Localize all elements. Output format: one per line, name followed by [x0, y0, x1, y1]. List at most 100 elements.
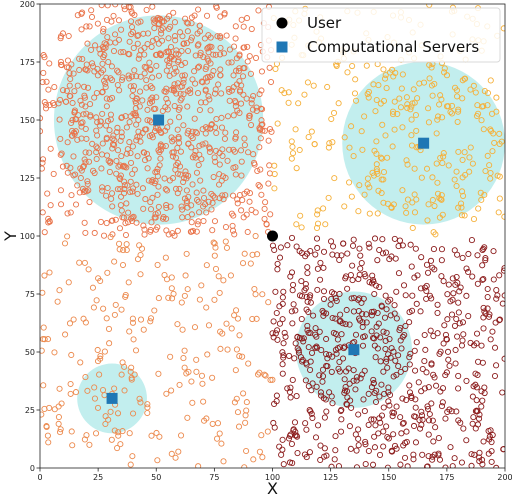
user-point [238, 207, 245, 214]
user-point [326, 140, 333, 147]
user-point [286, 459, 294, 466]
user-point [247, 260, 254, 267]
user-point [84, 84, 92, 91]
user-point [486, 162, 493, 169]
user-point [496, 195, 503, 202]
user-point [63, 162, 70, 169]
user-point [460, 425, 467, 432]
user-point [137, 73, 144, 80]
user-point [179, 326, 186, 333]
user-point [154, 173, 161, 180]
user-point [127, 461, 134, 468]
user-point [259, 454, 266, 461]
user-point [194, 90, 202, 97]
user-point [216, 289, 223, 296]
user-point [202, 87, 209, 94]
user-point [222, 238, 229, 245]
user-point [236, 192, 243, 199]
user-point [201, 35, 208, 42]
user-point [273, 309, 280, 317]
user-point [443, 336, 450, 343]
user-point [240, 390, 247, 397]
user-point [215, 273, 222, 280]
user-point [258, 432, 265, 439]
user-point [395, 270, 403, 277]
user-point [317, 259, 324, 266]
user-point [193, 196, 201, 204]
user-point [123, 246, 130, 254]
user-point [45, 86, 52, 93]
user-point [336, 290, 343, 298]
x-tick-label: 75 [209, 473, 219, 482]
user-point [439, 399, 446, 406]
user-point [429, 174, 436, 181]
user-point [398, 85, 405, 92]
user-point [179, 72, 186, 79]
user-point [374, 170, 381, 177]
user-point [129, 319, 137, 326]
user-point [205, 32, 212, 39]
user-point [235, 68, 242, 75]
user-point [54, 298, 61, 305]
user-point [344, 401, 351, 408]
user-point [269, 242, 276, 249]
user-point [107, 234, 114, 241]
user-point [224, 346, 231, 353]
user-point [126, 328, 133, 335]
user-point [466, 168, 473, 175]
user-point [102, 80, 109, 87]
user-point [71, 109, 78, 116]
user-point [261, 371, 268, 378]
user-point [222, 192, 229, 199]
user-point [111, 258, 118, 265]
user-point [241, 250, 248, 257]
user-point [429, 196, 436, 204]
user-point [193, 130, 200, 137]
user-point [401, 331, 408, 339]
user-point [442, 331, 449, 338]
user-point [224, 113, 231, 120]
user-point [457, 284, 464, 291]
user-point [113, 129, 120, 136]
user-point [192, 128, 199, 135]
user-point [488, 458, 495, 465]
user-point [399, 420, 406, 427]
user-point [143, 84, 150, 91]
user-point [100, 25, 107, 32]
user-point [83, 110, 90, 117]
user-point [180, 122, 187, 129]
user-point [490, 276, 497, 283]
user-point [310, 82, 317, 89]
user-point [426, 75, 433, 82]
user-point [258, 87, 265, 94]
user-point [395, 243, 402, 250]
user-point [371, 433, 378, 440]
user-point [181, 347, 188, 354]
user-point [445, 162, 452, 169]
user-point [384, 434, 391, 441]
user-point [97, 50, 104, 57]
user-point [346, 321, 353, 328]
user-point [317, 456, 324, 464]
user-point [93, 297, 100, 304]
user-point [500, 25, 505, 32]
user-point [148, 219, 155, 226]
user-point [279, 361, 286, 368]
user-point [302, 253, 309, 260]
user-point [328, 238, 335, 245]
user-point [191, 152, 198, 159]
x-axis-label: X [267, 479, 278, 498]
user-point [293, 243, 300, 250]
user-point [468, 451, 475, 458]
user-point [69, 117, 76, 124]
user-point [359, 323, 366, 331]
user-point [460, 331, 467, 338]
user-point [424, 405, 432, 413]
user-point [82, 374, 89, 381]
user-point [40, 411, 45, 418]
user-point [434, 301, 441, 308]
user-point [459, 156, 466, 163]
user-point [369, 334, 377, 342]
user-point [280, 340, 287, 347]
user-point [121, 4, 128, 10]
